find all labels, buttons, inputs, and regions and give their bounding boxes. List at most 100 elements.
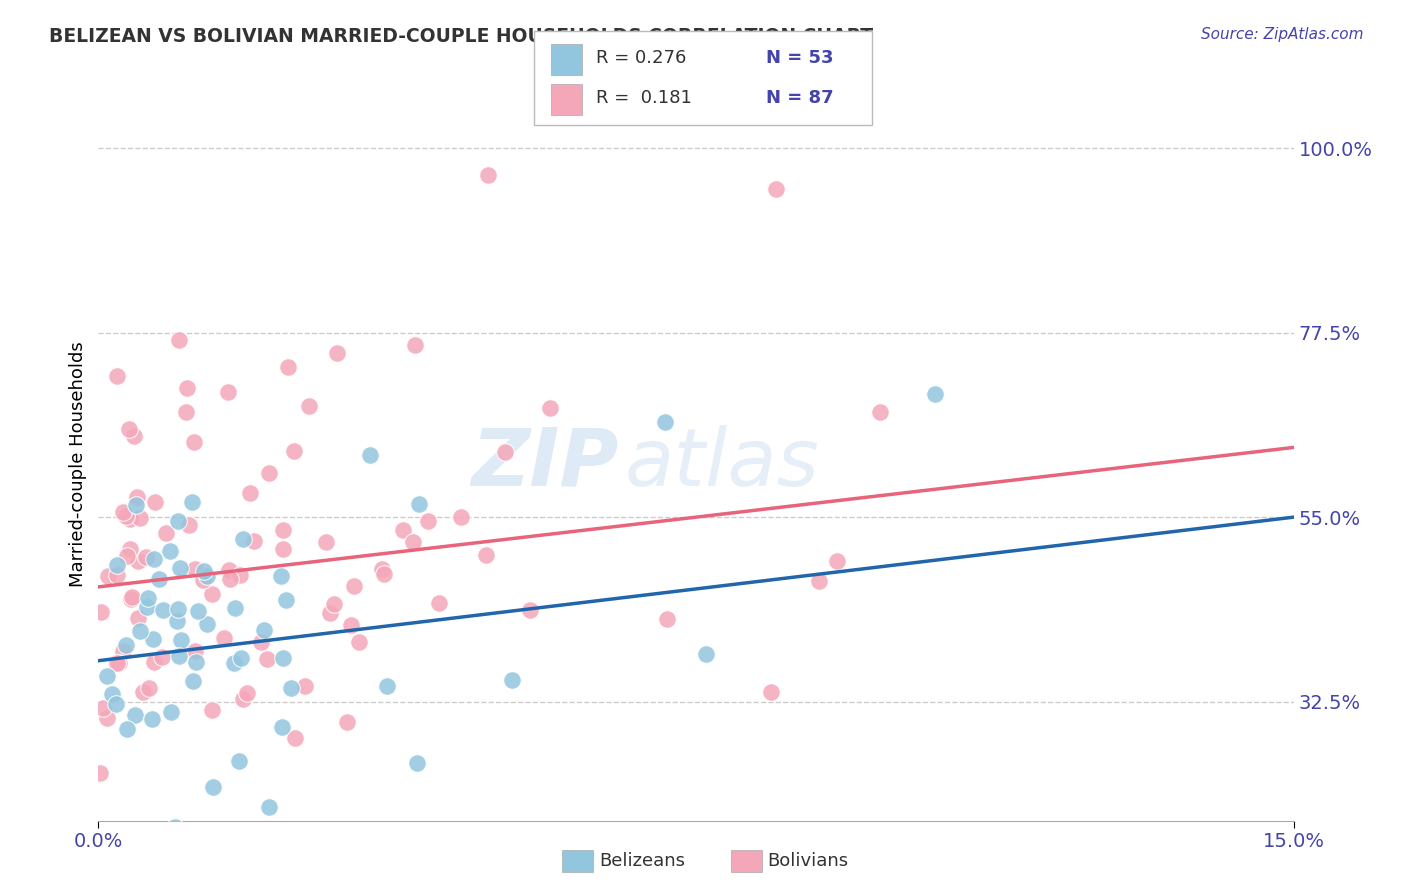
Point [195, 617, 218, 632]
Point [695, 647, 717, 661]
Point [127, 490, 149, 504]
Point [274, 593, 297, 607]
Point [232, 533, 254, 547]
Point [343, 579, 366, 593]
Point [183, 434, 205, 449]
Point [373, 567, 395, 582]
Point [165, 821, 187, 835]
Point [128, 624, 150, 638]
Point [538, 401, 561, 415]
Point [294, 679, 316, 693]
Text: N = 87: N = 87 [766, 88, 834, 107]
Point [176, 381, 198, 395]
Point [121, 590, 143, 604]
Point [339, 618, 361, 632]
Point [97, 569, 120, 583]
Point [475, 548, 498, 562]
Point [169, 561, 191, 575]
Point [105, 567, 128, 582]
Point [259, 800, 281, 814]
Point [267, 831, 290, 846]
Text: Bolivians: Bolivians [768, 852, 849, 870]
Point [135, 549, 157, 564]
Point [359, 448, 381, 462]
Point [117, 722, 139, 736]
Point [519, 602, 541, 616]
Point [167, 649, 190, 664]
Point [118, 422, 141, 436]
Point [450, 510, 472, 524]
Point [181, 495, 204, 509]
Text: ZIP: ZIP [471, 425, 619, 503]
Point [277, 360, 299, 375]
Point [280, 681, 302, 695]
Text: R = 0.276: R = 0.276 [596, 48, 686, 67]
Point [136, 591, 159, 605]
Point [138, 681, 160, 696]
Point [249, 635, 271, 649]
Point [326, 346, 349, 360]
Text: Source: ZipAtlas.com: Source: ZipAtlas.com [1201, 27, 1364, 42]
Point [761, 685, 783, 699]
Point [808, 574, 831, 588]
Point [112, 644, 135, 658]
Point [654, 416, 676, 430]
Point [283, 443, 305, 458]
Point [201, 703, 224, 717]
Point [271, 720, 294, 734]
Point [159, 543, 181, 558]
Point [127, 554, 149, 568]
Point [118, 541, 141, 556]
Point [924, 387, 946, 401]
Point [322, 597, 344, 611]
Point [114, 508, 136, 523]
Point [318, 606, 340, 620]
Point [105, 558, 128, 572]
Point [404, 337, 426, 351]
Point [253, 624, 276, 638]
Point [222, 657, 245, 671]
Point [155, 526, 177, 541]
Point [96, 711, 118, 725]
Point [167, 602, 190, 616]
Y-axis label: Married-couple Households: Married-couple Households [69, 341, 87, 587]
Point [477, 168, 499, 182]
Point [142, 632, 165, 647]
Point [145, 495, 167, 509]
Point [315, 535, 337, 549]
Point [179, 518, 201, 533]
Text: atlas: atlas [624, 425, 820, 503]
Point [174, 405, 197, 419]
Point [869, 405, 891, 419]
Text: BELIZEAN VS BOLIVIAN MARRIED-COUPLE HOUSEHOLDS CORRELATION CHART: BELIZEAN VS BOLIVIAN MARRIED-COUPLE HOUS… [49, 27, 873, 45]
Point [127, 611, 149, 625]
Point [105, 656, 128, 670]
Point [284, 731, 307, 745]
Point [228, 754, 250, 768]
Point [392, 523, 415, 537]
Point [243, 533, 266, 548]
Point [118, 512, 141, 526]
Point [124, 498, 146, 512]
Point [825, 554, 848, 568]
Point [101, 687, 124, 701]
Point [408, 497, 430, 511]
Point [132, 685, 155, 699]
Point [239, 486, 262, 500]
Point [191, 574, 214, 588]
Point [201, 587, 224, 601]
Point [184, 562, 207, 576]
Point [107, 657, 129, 671]
Point [150, 649, 173, 664]
Point [232, 692, 254, 706]
Point [135, 600, 157, 615]
Point [112, 506, 135, 520]
Point [416, 514, 439, 528]
Point [256, 652, 278, 666]
Text: R =  0.181: R = 0.181 [596, 88, 692, 107]
Point [120, 592, 142, 607]
Point [501, 673, 523, 687]
Point [402, 534, 425, 549]
Point [271, 524, 294, 538]
Point [184, 655, 207, 669]
